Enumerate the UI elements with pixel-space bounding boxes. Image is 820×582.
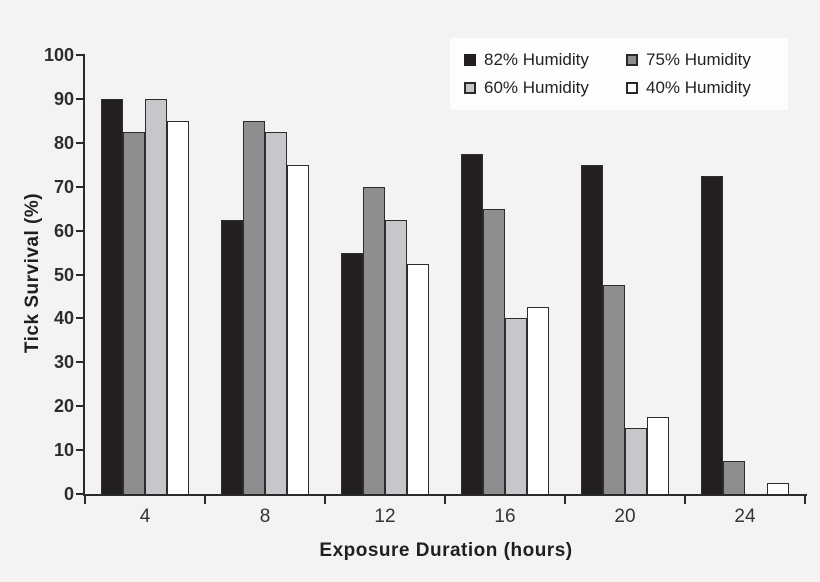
x-tick-mark [564, 496, 566, 504]
bar-82-humidity [221, 220, 243, 494]
bar-75-humidity [363, 187, 385, 494]
legend-item: 40% Humidity [626, 78, 788, 98]
y-tick-mark [76, 97, 84, 100]
y-tick-mark [76, 273, 84, 276]
x-tick-mark [684, 496, 686, 504]
y-tick-label: 20 [53, 396, 74, 417]
bar-82-humidity [701, 176, 723, 494]
x-tick-mark [444, 496, 446, 504]
y-tick-mark [76, 141, 84, 144]
y-tick-mark [76, 229, 84, 232]
bar-75-humidity [603, 285, 625, 494]
bar-60-humidity [505, 318, 527, 494]
y-tick-label: 70 [53, 176, 74, 197]
bar-40-humidity [287, 165, 309, 494]
bar-60-humidity [265, 132, 287, 494]
y-tick-mark [76, 493, 84, 495]
y-tick-label: 60 [53, 220, 74, 241]
y-tick-label: 30 [53, 352, 74, 373]
legend-marker-60-humidity [464, 82, 476, 94]
y-tick-label: 100 [43, 45, 74, 65]
y-tick-label: 0 [63, 484, 74, 504]
y-axis-line [83, 54, 85, 496]
x-tick-mark [204, 496, 206, 504]
legend-label: 40% Humidity [646, 78, 751, 97]
x-tick-mark [324, 496, 326, 504]
y-tick-mark [76, 361, 84, 364]
bar-75-humidity [483, 209, 505, 494]
y-tick-mark [76, 317, 84, 320]
bar-40-humidity [167, 121, 189, 494]
legend: 82% Humidity 75% Humidity 60% Humidity 40% … [450, 38, 788, 110]
bar-40-humidity [647, 417, 669, 494]
x-axis-title: Exposure Duration (hours) [319, 540, 573, 561]
bar-40-humidity [527, 307, 549, 494]
bar-60-humidity [145, 99, 167, 494]
y-tick-label: 10 [53, 440, 74, 461]
legend-item: 75% Humidity [626, 50, 788, 70]
x-category-label: 24 [734, 506, 756, 527]
bar-40-humidity [767, 483, 789, 494]
bar-60-humidity [625, 428, 647, 494]
y-tick-mark [76, 54, 84, 56]
legend-marker-82-humidity [464, 54, 476, 66]
x-category-label: 16 [494, 506, 516, 527]
legend-item: 82% Humidity [464, 50, 626, 70]
y-tick-label: 80 [53, 132, 74, 153]
legend-marker-40-humidity [626, 82, 638, 94]
y-tick-label: 40 [53, 308, 74, 329]
legend-marker-75-humidity [626, 54, 638, 66]
x-tick-mark [804, 496, 806, 504]
legend-item: 60% Humidity [464, 78, 626, 98]
x-category-label: 12 [374, 506, 396, 527]
x-category-label: 20 [614, 506, 636, 527]
y-tick-mark [76, 405, 84, 408]
bar-82-humidity [101, 99, 123, 494]
bar-60-humidity [385, 220, 407, 494]
x-tick-mark [84, 496, 86, 504]
y-tick-mark [76, 185, 84, 188]
bar-82-humidity [461, 154, 483, 494]
x-axis-line [83, 494, 807, 496]
bar-82-humidity [341, 253, 363, 494]
y-tick-mark [76, 449, 84, 452]
bar-40-humidity [407, 264, 429, 494]
bar-75-humidity [243, 121, 265, 494]
y-tick-label: 90 [53, 88, 74, 109]
x-category-label: 4 [139, 506, 151, 527]
y-tick-label: 50 [53, 264, 74, 285]
bar-75-humidity [723, 461, 745, 494]
bar-82-humidity [581, 165, 603, 494]
legend-label: 60% Humidity [484, 78, 589, 97]
x-category-label: 8 [259, 506, 271, 527]
bar-75-humidity [123, 132, 145, 494]
legend-label: 75% Humidity [646, 50, 751, 69]
legend-label: 82% Humidity [484, 50, 589, 69]
